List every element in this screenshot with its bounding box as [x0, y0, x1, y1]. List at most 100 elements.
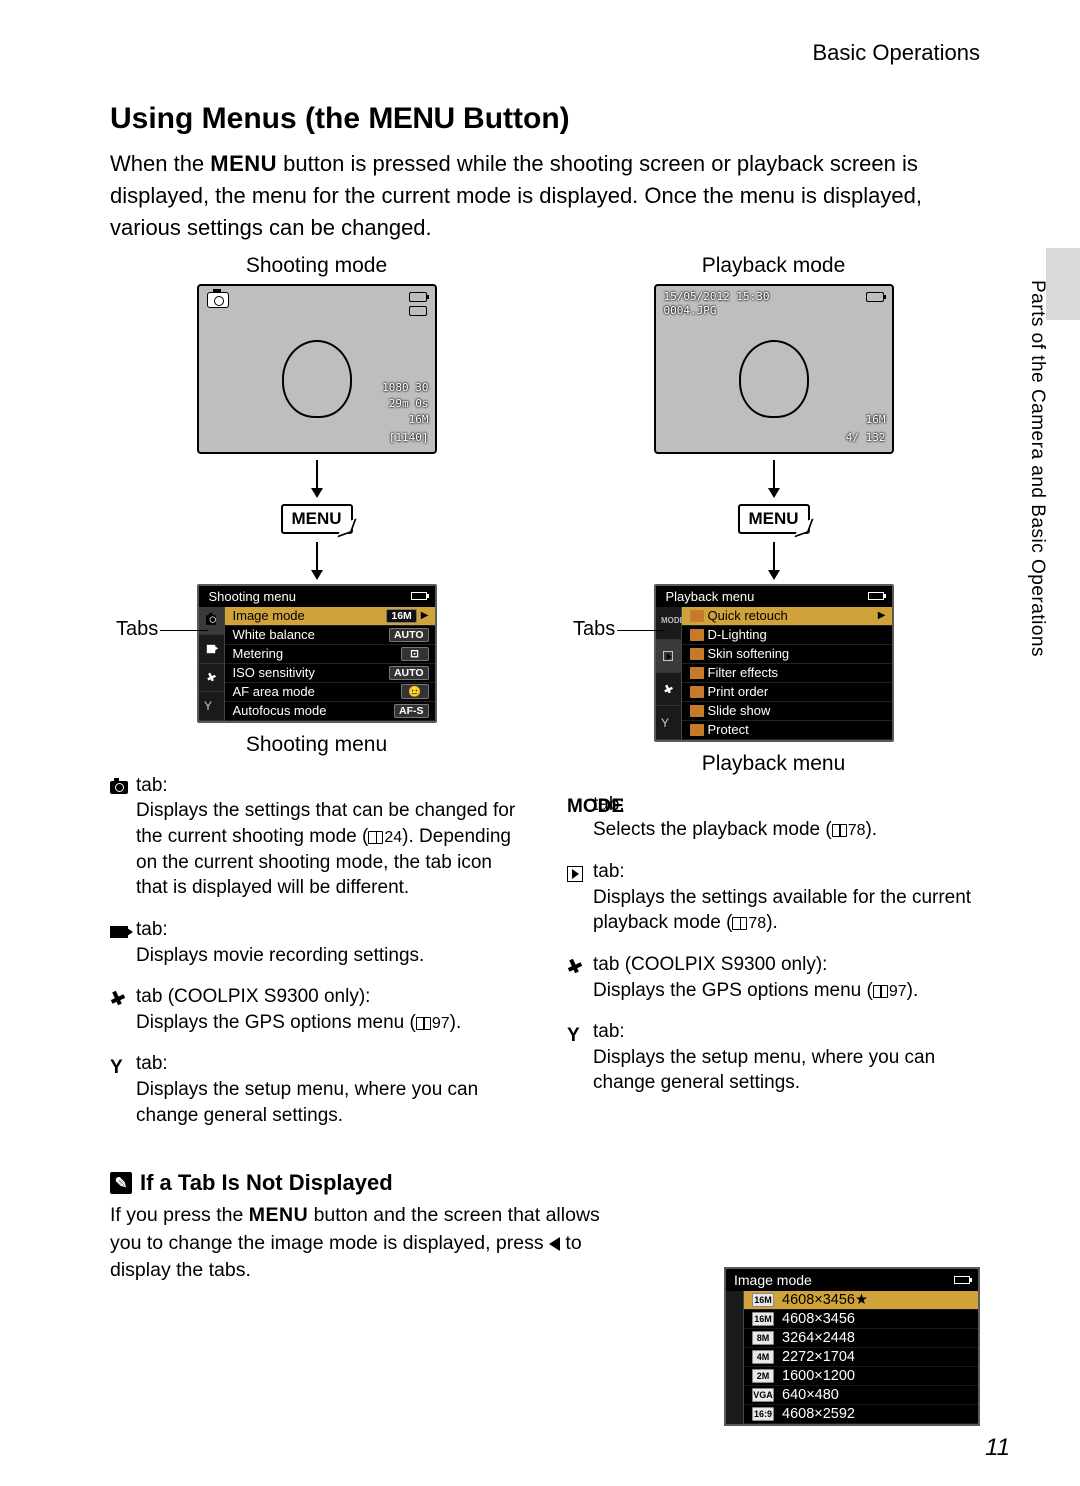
self-timer-icon — [409, 306, 427, 316]
playback-tabs-strip: MODE Y — [656, 607, 682, 740]
filename: 0004.JPG — [664, 304, 717, 317]
image-mode-row: 16:9 4608×2592 — [744, 1405, 978, 1424]
playback-menu-label: Playback menu — [567, 752, 980, 776]
row-label: AF area mode — [233, 684, 401, 699]
desc-play-tab: tab: Displays the settings available for… — [567, 859, 980, 936]
menu-row: White balanceAUTO — [225, 626, 435, 645]
shooting-screen: 1080 30 29m 0s 16M [1140] — [197, 284, 437, 454]
desc-movie-tab: tab: Displays movie recording settings. — [110, 917, 523, 968]
battery-icon — [411, 592, 427, 600]
menu-row: Autofocus modeAF-S — [225, 702, 435, 721]
desc-camera-tab: tab: Displays the settings that can be c… — [110, 773, 523, 901]
page-ref-icon — [732, 917, 747, 930]
image-mode-row: 2M1600×1200 — [744, 1367, 978, 1386]
page-ref-icon — [832, 824, 847, 837]
row-value: AUTO — [389, 628, 429, 642]
battery-icon — [409, 292, 427, 302]
panel-title: Shooting menu — [209, 589, 296, 604]
frame-count: [1140] — [389, 431, 429, 444]
size-badge: 16M — [866, 413, 886, 426]
row-value: ⊡ — [401, 647, 429, 661]
movie-icon — [110, 926, 128, 938]
intro-paragraph: When the MENU button is pressed while th… — [110, 148, 980, 244]
playback-menu-panel: Playback menu MODE Y Quick retouch▶D-Lig… — [654, 584, 894, 742]
size-badge: 4M — [752, 1350, 774, 1364]
play-icon — [567, 866, 583, 882]
row-label: Autofocus mode — [233, 703, 395, 718]
page-ref-icon — [368, 831, 383, 844]
tab-mode-icon: MODE — [656, 607, 681, 640]
callout-line — [617, 630, 665, 632]
note-heading: ✎ If a Tab Is Not Displayed — [110, 1170, 980, 1196]
page-number: 11 — [985, 1434, 1010, 1462]
row-icon — [690, 686, 704, 698]
menu-row: Image mode16M ▶ — [225, 607, 435, 626]
menu-button: MENU — [281, 504, 353, 534]
size-badge: 16:9 — [752, 1407, 774, 1421]
illustration-face — [282, 340, 352, 418]
size-badge: 8M — [752, 1331, 774, 1345]
arrow-icon — [316, 542, 318, 572]
illustration-face — [739, 340, 809, 418]
row-label: Skin softening — [708, 646, 886, 661]
tab-movie-icon — [199, 635, 224, 664]
battery-icon — [866, 292, 884, 302]
playback-screen: 15/05/2012 15:30 0004.JPG 16M 4/ 132 — [654, 284, 894, 454]
size-badge: VGA — [752, 1388, 774, 1402]
title-post: Button) — [455, 102, 570, 135]
arrow-icon — [773, 460, 775, 490]
menu-row: Quick retouch▶ — [682, 607, 892, 626]
tabs-callout-label: Tabs — [116, 618, 158, 641]
chevron-right-icon: ▶ — [421, 610, 429, 621]
left-arrow-icon — [549, 1237, 560, 1251]
menu-row: ISO sensitivityAUTO — [225, 664, 435, 683]
tab-gps-icon — [656, 673, 681, 706]
row-icon — [690, 724, 704, 736]
row-label: ISO sensitivity — [233, 665, 389, 680]
arrow-icon — [316, 460, 318, 490]
arrow-icon — [773, 542, 775, 572]
tab-gps-icon — [199, 664, 224, 693]
resolution-label: 640×480 — [782, 1387, 839, 1403]
image-mode-row: 8M 3264×2448 — [744, 1329, 978, 1348]
battery-icon — [954, 1276, 970, 1284]
resolution-label: 4608×2592 — [782, 1406, 855, 1422]
resolution-label: 4608×3456★ — [782, 1292, 868, 1308]
resolution-label: 3264×2448 — [782, 1330, 855, 1346]
row-label: Image mode — [233, 608, 387, 623]
menu-word: MENU — [210, 151, 277, 176]
battery-icon — [868, 592, 884, 600]
menu-row: Filter effects — [682, 664, 892, 683]
desc-setup-tab: Y tab: Displays the setup menu, where yo… — [110, 1051, 523, 1128]
image-mode-row: 16M4608×3456 — [744, 1310, 978, 1329]
gps-icon — [110, 991, 126, 1007]
size-badge: 16M — [409, 413, 429, 426]
time-remaining: 29m 0s — [389, 397, 429, 410]
row-label: Metering — [233, 646, 401, 661]
image-mode-row: VGA 640×480 — [744, 1386, 978, 1405]
row-icon — [690, 648, 704, 660]
note-body: If you press the MENU button and the scr… — [110, 1202, 630, 1284]
panel-tab-strip — [726, 1291, 744, 1424]
row-label: Protect — [708, 722, 886, 737]
pencil-icon: ✎ — [110, 1172, 132, 1194]
image-mode-panel: Image mode 16M4608×3456★16M4608×34568M32… — [724, 1267, 980, 1426]
row-value: 16M — [386, 609, 416, 623]
playback-column: Playback mode 15/05/2012 15:30 0004.JPG … — [567, 254, 980, 1145]
menu-button: MENU — [738, 504, 810, 534]
row-label: Slide show — [708, 703, 886, 718]
chevron-right-icon: ▶ — [878, 610, 886, 621]
size-badge: 16M — [752, 1293, 774, 1307]
shooting-column: Shooting mode 1080 30 29m 0s 16M [1140] … — [110, 254, 523, 1145]
menu-row: AF area mode😐 — [225, 683, 435, 702]
page-title: Using Menus (the MENU Button) — [110, 102, 980, 136]
panel-title: Playback menu — [666, 589, 755, 604]
tab-setup-icon: Y — [199, 692, 224, 721]
row-icon — [690, 629, 704, 641]
res-badge: 1080 30 — [382, 381, 428, 394]
menu-row: Metering⊡ — [225, 645, 435, 664]
desc-setup-tab: Y tab: Displays the setup menu, where yo… — [567, 1019, 980, 1096]
menu-row: Print order — [682, 683, 892, 702]
row-value: AF-S — [394, 704, 429, 718]
size-badge: 16M — [752, 1312, 774, 1326]
